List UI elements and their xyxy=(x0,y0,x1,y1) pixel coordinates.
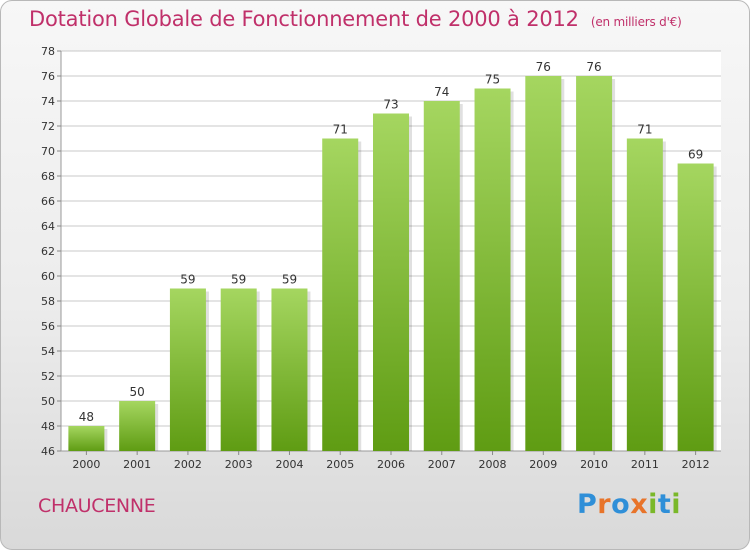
bar xyxy=(169,288,206,451)
x-axis-ticks: 2000 2001 2002 2003 2004 2005 2006 2007 2008 2009… xyxy=(72,451,710,471)
bar xyxy=(68,426,105,451)
chart-title: Dotation Globale de Fonctionnement de 20… xyxy=(29,7,682,31)
y-tick-label: 54 xyxy=(41,345,55,358)
bar xyxy=(474,88,511,451)
data-label: 48 xyxy=(79,410,94,424)
y-tick-label: 48 xyxy=(41,420,55,433)
y-tick-label: 74 xyxy=(41,95,55,108)
y-tick-label: 68 xyxy=(41,170,55,183)
y-tick-label: 46 xyxy=(41,445,55,458)
logo-letter: P xyxy=(577,489,598,520)
data-label: 59 xyxy=(231,273,246,287)
bar xyxy=(423,101,460,451)
bar xyxy=(271,288,308,451)
y-tick-label: 78 xyxy=(41,45,55,58)
chart-title-text: Dotation Globale de Fonctionnement de 20… xyxy=(29,7,579,31)
bar xyxy=(576,76,613,451)
logo-letter: r xyxy=(597,489,612,520)
commune-name: CHAUCENNE xyxy=(38,495,156,517)
bar xyxy=(525,76,562,451)
logo-letter: i xyxy=(648,489,658,520)
data-label: 73 xyxy=(383,98,398,112)
data-label: 71 xyxy=(333,123,348,137)
data-label: 76 xyxy=(536,60,551,74)
y-tick-label: 60 xyxy=(41,270,55,283)
x-tick-label: 2002 xyxy=(174,458,202,471)
y-tick-label: 52 xyxy=(41,370,55,383)
chart-subtitle: (en milliers d'€) xyxy=(590,15,682,29)
logo-letter: o xyxy=(611,489,631,520)
data-label: 59 xyxy=(180,273,195,287)
proxiti-logo: Proxiti xyxy=(577,489,681,520)
data-label: 76 xyxy=(586,60,601,74)
x-tick-label: 2003 xyxy=(225,458,253,471)
y-tick-label: 56 xyxy=(41,320,55,333)
bar xyxy=(373,113,409,451)
bar xyxy=(626,138,663,451)
bar xyxy=(322,138,359,451)
data-label: 75 xyxy=(485,73,500,87)
x-tick-label: 2012 xyxy=(682,458,710,471)
y-tick-label: 66 xyxy=(41,195,55,208)
x-tick-label: 2010 xyxy=(580,458,608,471)
y-axis-ticks: 46 48 50 52 54 56 58 60 62 64 66 68 70 72 74 76 78 xyxy=(41,45,61,458)
data-label: 69 xyxy=(688,148,703,162)
bar xyxy=(677,163,714,451)
data-label: 71 xyxy=(637,123,652,137)
y-tick-label: 72 xyxy=(41,120,55,133)
y-tick-label: 58 xyxy=(41,295,55,308)
x-tick-label: 2008 xyxy=(479,458,507,471)
x-tick-label: 2011 xyxy=(631,458,659,471)
y-tick-label: 62 xyxy=(41,245,55,258)
data-label: 74 xyxy=(434,85,449,99)
y-tick-label: 50 xyxy=(41,395,55,408)
x-tick-label: 2005 xyxy=(326,458,354,471)
y-tick-label: 64 xyxy=(41,220,55,233)
y-tick-label: 76 xyxy=(41,70,55,83)
data-label: 50 xyxy=(130,385,145,399)
x-tick-label: 2006 xyxy=(377,458,405,471)
data-label: 59 xyxy=(282,273,297,287)
logo-letter: i xyxy=(671,489,682,520)
logo-letter: t xyxy=(657,489,672,520)
x-tick-label: 2000 xyxy=(72,458,100,471)
x-tick-label: 2001 xyxy=(123,458,151,471)
bars xyxy=(68,76,717,451)
bar xyxy=(220,288,257,451)
y-tick-label: 70 xyxy=(41,145,55,158)
bar xyxy=(119,401,156,451)
logo-letter: x xyxy=(630,489,649,520)
x-tick-label: 2007 xyxy=(428,458,456,471)
x-tick-label: 2009 xyxy=(529,458,557,471)
x-tick-label: 2004 xyxy=(275,458,303,471)
data-labels: 48 50 59 59 59 71 73 74 75 76 76 71 69 xyxy=(79,60,704,424)
